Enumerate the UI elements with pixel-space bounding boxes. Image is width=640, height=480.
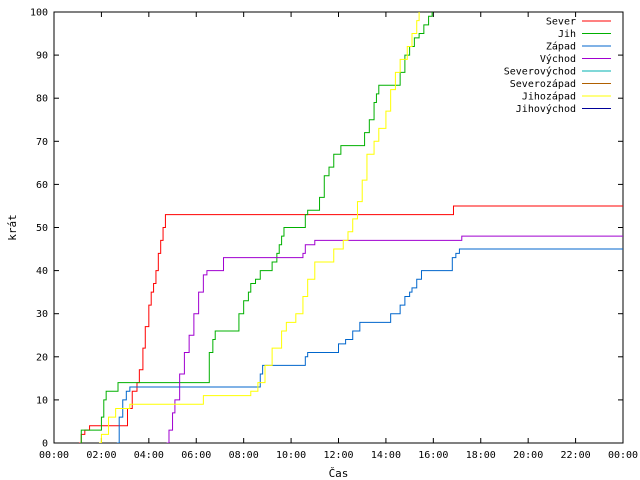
series-lines (78, 12, 623, 443)
y-tick-label: 80 (36, 94, 48, 105)
x-tick-label: 14:00 (371, 450, 401, 461)
legend-label: Severozápad (510, 78, 576, 90)
y-tick-label: 60 (36, 180, 48, 191)
legend-label: Západ (546, 41, 576, 53)
x-tick-label: 00:00 (608, 450, 638, 461)
x-tick-label: 06:00 (181, 450, 211, 461)
x-tick-label: 02:00 (86, 450, 116, 461)
y-tick-label: 20 (36, 352, 48, 363)
x-axis-title: Čas (329, 467, 349, 480)
x-tick-label: 20:00 (513, 450, 543, 461)
y-tick-label: 10 (36, 395, 48, 406)
x-tick-label: 16:00 (418, 450, 448, 461)
series-line-6 (99, 12, 420, 443)
series-line-0 (78, 205, 623, 443)
x-tick-label: 10:00 (276, 450, 306, 461)
x-tick-label: 04:00 (134, 450, 164, 461)
legend: SeverJihZápadVýchodSeverovýchodSeverozáp… (504, 17, 611, 115)
y-tick-label: 30 (36, 309, 48, 320)
x-tick-label: 12:00 (323, 450, 353, 461)
series-line-1 (80, 12, 433, 443)
y-tick-label: 100 (30, 8, 48, 19)
x-tick-label: 00:00 (39, 450, 69, 461)
x-tick-label: 18:00 (466, 450, 496, 461)
legend-label: Sever (546, 17, 576, 28)
y-tick-label: 40 (36, 266, 48, 277)
y-axis-title: krát (6, 214, 19, 241)
series-line-3 (166, 235, 623, 443)
series-line-2 (116, 248, 623, 443)
y-tick-label: 70 (36, 137, 48, 148)
y-tick-label: 50 (36, 223, 48, 234)
x-tick-label: 22:00 (561, 450, 591, 461)
legend-label: Jihozápad (522, 91, 576, 103)
legend-label: Východ (540, 53, 576, 65)
x-tick-label: 08:00 (229, 450, 259, 461)
legend-label: Jih (558, 29, 576, 40)
axis-ticks: 00:00 02:00 04:00 06:00 08:00 10:00 12:00 14:00… (30, 8, 638, 462)
y-tick-label: 0 (42, 439, 48, 450)
legend-label: Severovýchod (504, 66, 576, 78)
y-tick-label: 90 (36, 51, 48, 62)
legend-label: Jihovýchod (516, 103, 576, 115)
